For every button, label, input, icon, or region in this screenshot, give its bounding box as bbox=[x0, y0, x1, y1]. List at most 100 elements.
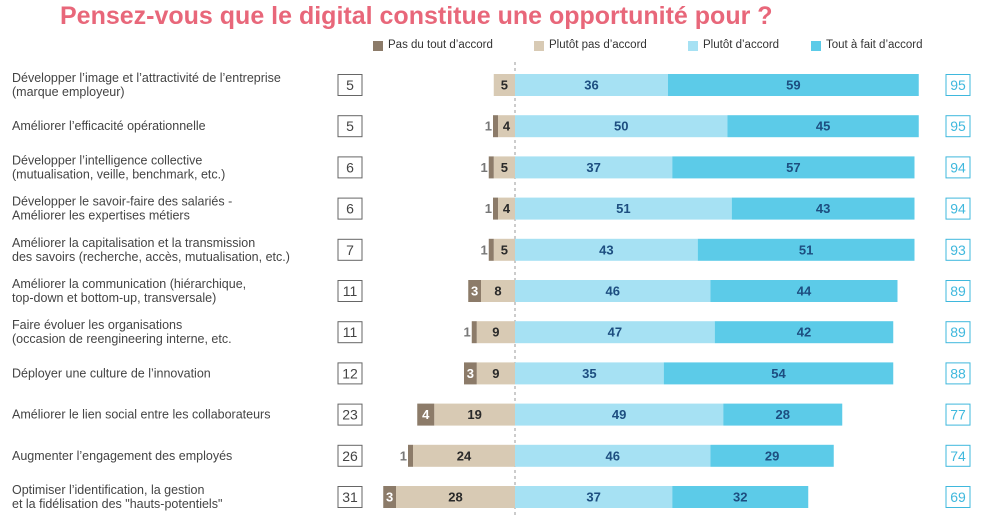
bar-pas-du-tout bbox=[468, 280, 481, 302]
value-pas-du-tout: 4 bbox=[422, 407, 430, 422]
neg-total-label: 6 bbox=[346, 159, 354, 175]
legend-swatch-plutot bbox=[688, 41, 698, 51]
legend-label-plutot-pas: Plutôt pas d’accord bbox=[549, 39, 647, 51]
bar-tout-a-fait bbox=[663, 362, 894, 385]
bar-pas-du-tout bbox=[464, 362, 477, 385]
value-plutot: 46 bbox=[606, 448, 620, 463]
bar-tout-a-fait bbox=[714, 321, 894, 344]
bar-plutot-pas bbox=[476, 362, 515, 385]
pos-total-label: 74 bbox=[950, 448, 966, 464]
value-plutot-pas: 5 bbox=[501, 242, 508, 257]
bar-pas-du-tout bbox=[493, 115, 498, 138]
legend-swatch-plutot-pas bbox=[534, 41, 544, 51]
value-plutot-pas: 19 bbox=[467, 407, 481, 422]
row-label: Améliorer les expertises métiers bbox=[12, 209, 190, 223]
bar-tout-a-fait bbox=[672, 156, 915, 179]
neg-total-label: 31 bbox=[342, 489, 358, 505]
value-pas-du-tout: 3 bbox=[467, 366, 474, 381]
neg-total-box bbox=[337, 403, 363, 426]
pos-total-box bbox=[945, 444, 971, 467]
bar-tout-a-fait bbox=[723, 403, 843, 426]
value-tout-a-fait: 51 bbox=[799, 242, 813, 257]
bar-plutot bbox=[515, 362, 664, 385]
pos-total-box bbox=[945, 403, 971, 426]
row-label: Développer le savoir-faire des salariés … bbox=[12, 195, 232, 209]
bar-tout-a-fait bbox=[731, 197, 915, 220]
value-plutot-pas: 8 bbox=[494, 284, 501, 299]
value-pas-du-tout: 1 bbox=[481, 160, 488, 175]
bar-plutot bbox=[515, 444, 711, 467]
bar-pas-du-tout bbox=[488, 238, 494, 261]
legend-label-tout-a-fait: Tout à fait d’accord bbox=[826, 39, 923, 51]
value-pas-du-tout: 1 bbox=[464, 325, 471, 340]
value-plutot-pas: 4 bbox=[503, 119, 511, 134]
bar-plutot-pas bbox=[481, 280, 515, 302]
bar-pas-du-tout bbox=[471, 321, 477, 344]
bar-tout-a-fait bbox=[710, 444, 834, 467]
value-tout-a-fait: 57 bbox=[786, 160, 800, 175]
row-label: et la fidélisation des "hauts-potentiels… bbox=[12, 497, 222, 511]
value-plutot-pas: 9 bbox=[492, 366, 499, 381]
value-tout-a-fait: 43 bbox=[816, 201, 830, 216]
pos-total-box bbox=[945, 280, 971, 302]
value-tout-a-fait: 28 bbox=[776, 407, 790, 422]
bar-plutot bbox=[515, 486, 673, 508]
value-tout-a-fait: 32 bbox=[733, 490, 747, 505]
bar-plutot-pas bbox=[498, 197, 515, 220]
value-tout-a-fait: 44 bbox=[797, 284, 812, 299]
value-tout-a-fait: 42 bbox=[797, 325, 811, 340]
pos-total-label: 93 bbox=[950, 242, 966, 258]
bar-pas-du-tout bbox=[488, 156, 494, 179]
bar-plutot bbox=[515, 403, 724, 426]
bar-plutot-pas bbox=[493, 238, 515, 261]
bar-plutot bbox=[515, 280, 711, 302]
bar-plutot-pas bbox=[413, 444, 515, 467]
row-label: Augmenter l’engagement des employés bbox=[12, 449, 232, 463]
bar-plutot bbox=[515, 74, 668, 96]
neg-total-box bbox=[337, 444, 363, 467]
legend: Pas du tout d’accord Plutôt pas d’accord… bbox=[0, 0, 990, 60]
bar-plutot bbox=[515, 197, 732, 220]
row-label: Améliorer l’efficacité opérationnelle bbox=[12, 119, 206, 133]
row-label: (mutualisation, veille, benchmark, etc.) bbox=[12, 167, 225, 181]
value-plutot: 37 bbox=[586, 490, 600, 505]
bar-pas-du-tout bbox=[493, 197, 498, 220]
neg-total-box bbox=[337, 238, 363, 261]
row-label: des savoirs (recherche, accès, mutualisa… bbox=[12, 250, 290, 264]
bar-plutot bbox=[515, 238, 698, 261]
row-label: Améliorer la capitalisation et la transm… bbox=[12, 236, 255, 250]
neg-total-box bbox=[337, 115, 363, 138]
neg-total-box bbox=[337, 280, 363, 302]
pos-total-label: 95 bbox=[950, 77, 966, 93]
pos-total-box bbox=[945, 74, 971, 96]
neg-total-label: 5 bbox=[346, 77, 354, 93]
value-plutot: 49 bbox=[612, 407, 626, 422]
pos-total-label: 94 bbox=[950, 159, 966, 175]
value-tout-a-fait: 59 bbox=[786, 78, 800, 93]
pos-total-label: 69 bbox=[950, 489, 966, 505]
neg-total-label: 7 bbox=[346, 242, 354, 258]
pos-total-label: 95 bbox=[950, 118, 966, 134]
bar-plutot-pas bbox=[434, 403, 515, 426]
chart-title: Pensez-vous que le digital constitue une… bbox=[60, 2, 773, 30]
value-pas-du-tout: 1 bbox=[485, 201, 492, 216]
row-label: Développer l’intelligence collective bbox=[12, 153, 202, 167]
bar-tout-a-fait bbox=[672, 486, 809, 508]
neg-total-label: 23 bbox=[342, 407, 358, 423]
value-pas-du-tout: 3 bbox=[386, 490, 393, 505]
neg-total-box bbox=[337, 486, 363, 508]
neg-total-box bbox=[337, 362, 363, 385]
value-plutot-pas: 4 bbox=[503, 201, 511, 216]
value-plutot-pas: 28 bbox=[448, 490, 462, 505]
bar-pas-du-tout bbox=[417, 403, 435, 426]
pos-total-box bbox=[945, 115, 971, 138]
value-plutot-pas: 9 bbox=[492, 325, 499, 340]
neg-total-label: 11 bbox=[343, 283, 358, 299]
value-plutot-pas: 24 bbox=[457, 448, 472, 463]
bar-tout-a-fait bbox=[697, 238, 915, 261]
bar-pas-du-tout bbox=[383, 486, 396, 508]
row-label: Développer l’image et l’attractivité de … bbox=[12, 71, 281, 85]
value-tout-a-fait: 45 bbox=[816, 119, 830, 134]
pos-total-box bbox=[945, 197, 971, 220]
